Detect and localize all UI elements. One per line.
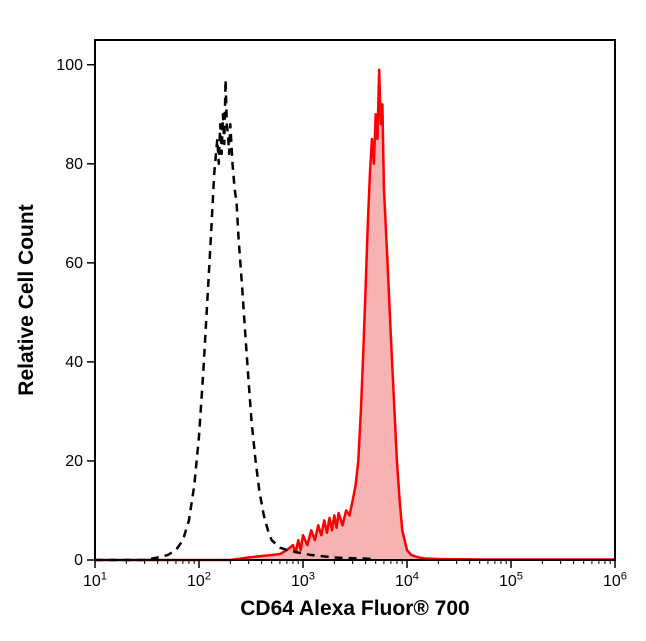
svg-text:104: 104 — [395, 571, 419, 590]
svg-text:Relative Cell Count: Relative Cell Count — [15, 204, 38, 395]
svg-text:20: 20 — [65, 453, 83, 470]
svg-text:103: 103 — [291, 571, 315, 590]
svg-text:105: 105 — [499, 571, 523, 590]
svg-text:106: 106 — [603, 571, 627, 590]
svg-text:80: 80 — [65, 156, 83, 173]
svg-text:102: 102 — [187, 571, 211, 590]
svg-text:60: 60 — [65, 255, 83, 272]
svg-text:0: 0 — [74, 552, 83, 569]
svg-text:100: 100 — [56, 57, 83, 74]
svg-text:101: 101 — [83, 571, 107, 590]
flow-cytometry-histogram: 101 102 103 104 105 106 0 20 40 60 80 100 CD64 Alexa… — [0, 0, 646, 641]
svg-text:CD64 Alexa Fluor® 700: CD64 Alexa Fluor® 700 — [240, 597, 469, 620]
chart-svg: 101 102 103 104 105 106 0 20 40 60 80 100 CD64 Alexa… — [0, 0, 646, 641]
svg-text:40: 40 — [65, 354, 83, 371]
